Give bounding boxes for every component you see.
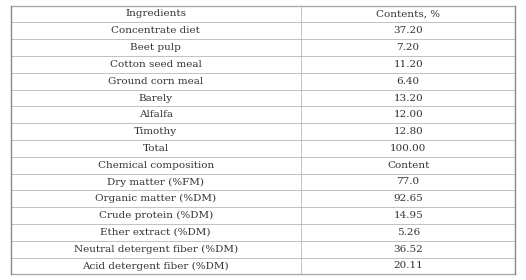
Bar <box>11 6 301 22</box>
Bar <box>301 140 515 157</box>
Text: Acid detergent fiber (%DM): Acid detergent fiber (%DM) <box>83 262 229 270</box>
Text: 12.80: 12.80 <box>393 127 423 136</box>
Text: Beet pulp: Beet pulp <box>130 43 181 52</box>
Bar <box>11 224 301 241</box>
Text: Total: Total <box>143 144 169 153</box>
Text: Ingredients: Ingredients <box>125 10 186 18</box>
Bar <box>11 174 301 190</box>
Bar <box>11 140 301 157</box>
Bar <box>11 39 301 56</box>
Text: 20.11: 20.11 <box>393 262 423 270</box>
Bar <box>301 241 515 258</box>
Text: Concentrate diet: Concentrate diet <box>112 26 200 35</box>
Text: Dry matter (%FM): Dry matter (%FM) <box>107 178 204 186</box>
Bar <box>11 157 301 174</box>
Text: Contents, %: Contents, % <box>376 10 440 18</box>
Bar <box>301 56 515 73</box>
Text: 6.40: 6.40 <box>397 77 420 86</box>
Bar <box>11 73 301 90</box>
Text: 92.65: 92.65 <box>393 194 423 203</box>
Text: Neutral detergent fiber (%DM): Neutral detergent fiber (%DM) <box>74 245 238 254</box>
Text: 13.20: 13.20 <box>393 94 423 102</box>
Text: 77.0: 77.0 <box>397 178 420 186</box>
Bar <box>301 207 515 224</box>
Bar <box>301 157 515 174</box>
Text: 37.20: 37.20 <box>393 26 423 35</box>
Bar <box>301 106 515 123</box>
Bar <box>11 207 301 224</box>
Text: Organic matter (%DM): Organic matter (%DM) <box>95 194 216 203</box>
Text: 12.00: 12.00 <box>393 110 423 119</box>
Text: Barely: Barely <box>139 94 173 102</box>
Bar <box>301 224 515 241</box>
Text: Ether extract (%DM): Ether extract (%DM) <box>100 228 211 237</box>
Bar <box>301 190 515 207</box>
Text: Chemical composition: Chemical composition <box>97 161 214 170</box>
Bar <box>301 123 515 140</box>
Bar <box>301 39 515 56</box>
Bar <box>301 73 515 90</box>
Bar <box>301 6 515 22</box>
Text: 11.20: 11.20 <box>393 60 423 69</box>
Text: 14.95: 14.95 <box>393 211 423 220</box>
Bar <box>11 241 301 258</box>
Text: Alfalfa: Alfalfa <box>139 110 173 119</box>
Bar <box>11 22 301 39</box>
Bar <box>11 90 301 106</box>
Text: 5.26: 5.26 <box>397 228 420 237</box>
Text: Cotton seed meal: Cotton seed meal <box>110 60 201 69</box>
Text: 36.52: 36.52 <box>393 245 423 254</box>
Text: Content: Content <box>387 161 429 170</box>
Text: Crude protein (%DM): Crude protein (%DM) <box>98 211 213 220</box>
Bar <box>11 106 301 123</box>
Bar <box>11 56 301 73</box>
Bar <box>301 90 515 106</box>
Text: 100.00: 100.00 <box>390 144 427 153</box>
Bar <box>11 123 301 140</box>
Bar <box>301 22 515 39</box>
Bar <box>301 174 515 190</box>
Text: Timothy: Timothy <box>134 127 177 136</box>
Text: Ground corn meal: Ground corn meal <box>108 77 204 86</box>
Text: 7.20: 7.20 <box>397 43 420 52</box>
Bar <box>301 258 515 274</box>
Bar <box>11 258 301 274</box>
Bar <box>11 190 301 207</box>
